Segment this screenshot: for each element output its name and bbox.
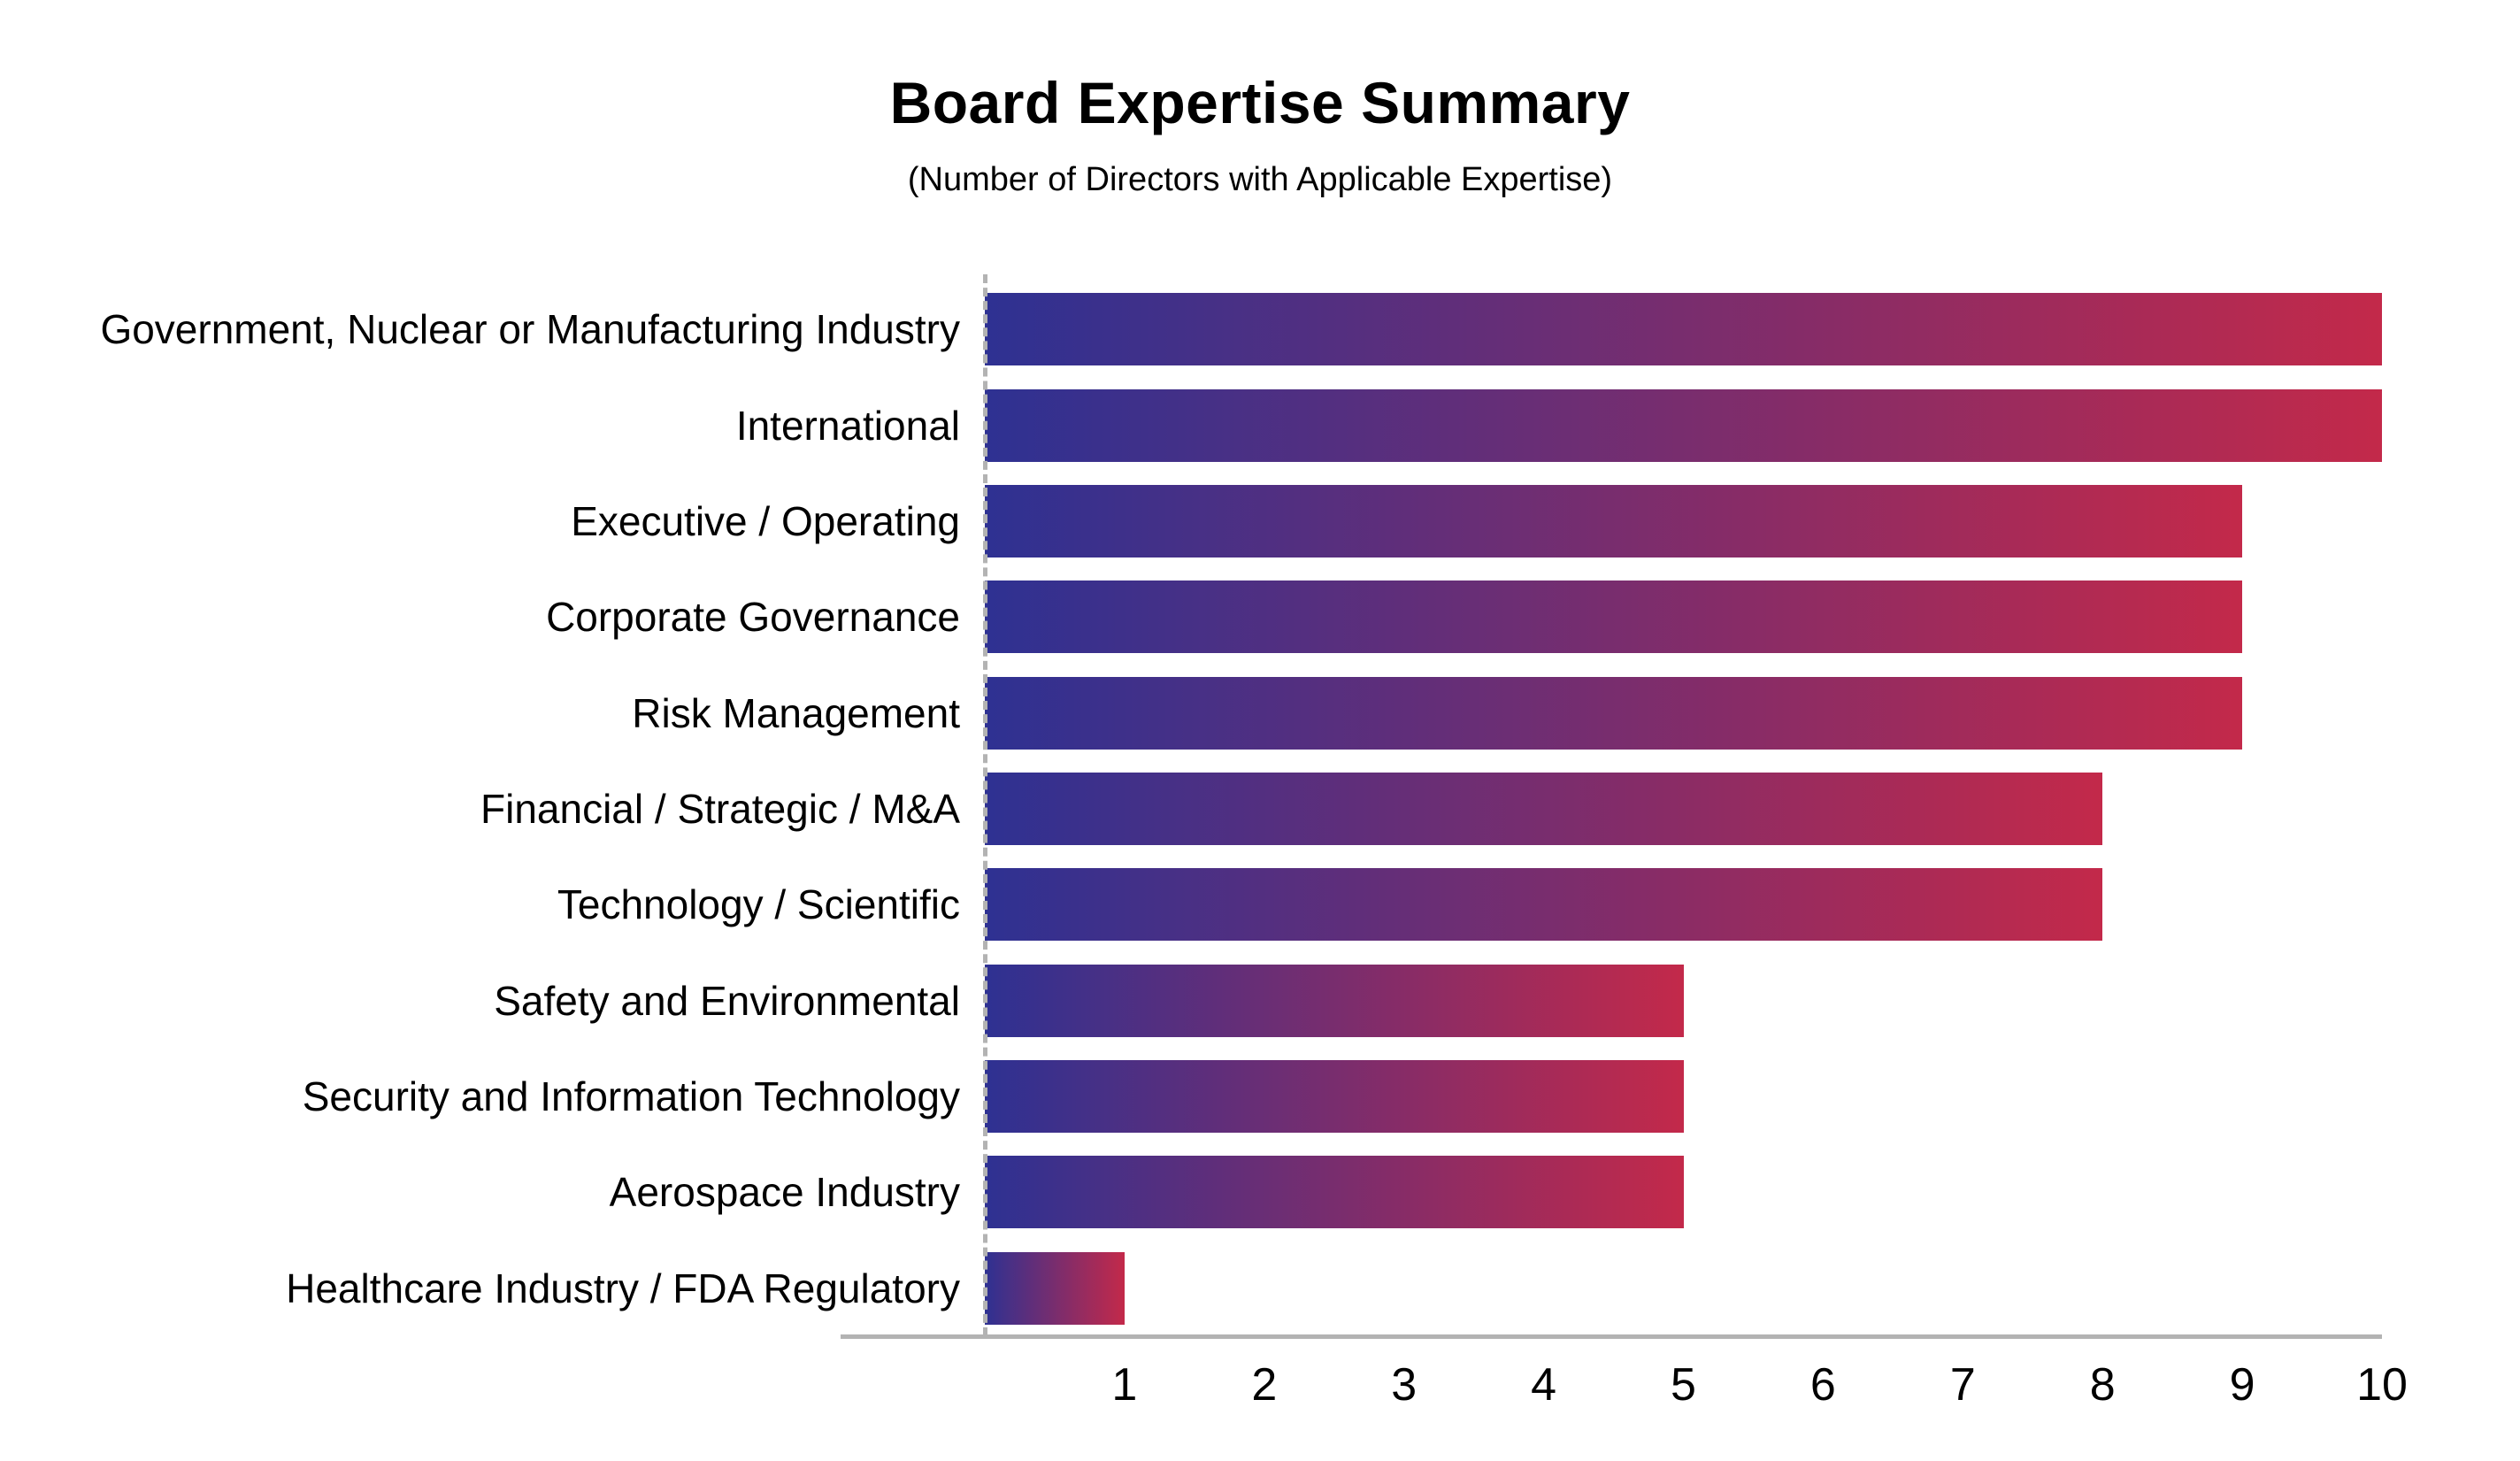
category-label: Safety and Environmental xyxy=(494,977,960,1024)
bar-track xyxy=(985,772,2382,845)
category-label: International xyxy=(735,402,960,449)
x-tick-label: 3 xyxy=(1391,1359,1418,1411)
category-label: Financial / Strategic / M&A xyxy=(480,785,960,832)
bar-track xyxy=(985,388,2382,462)
x-axis-tick-labels: 1 2 3 4 5 6 7 8 9 10 xyxy=(985,1358,2407,1420)
bar-track xyxy=(985,1060,2382,1134)
category-label: Government, Nuclear or Manufacturing Ind… xyxy=(100,306,960,353)
bar xyxy=(985,1251,1125,1325)
bar xyxy=(985,293,2382,366)
bar-row: Corporate Governance xyxy=(0,581,2520,654)
bar xyxy=(985,868,2103,942)
x-tick-label: 6 xyxy=(1809,1359,1836,1411)
bar-row: Risk Management xyxy=(0,676,2520,750)
x-tick-label: 9 xyxy=(2229,1359,2255,1411)
bar xyxy=(985,388,2382,462)
bar-row: Healthcare Industry / FDA Regulatory xyxy=(0,1251,2520,1325)
bar-track xyxy=(985,484,2382,557)
category-label: Risk Management xyxy=(632,689,960,736)
x-tick-label: 2 xyxy=(1251,1359,1278,1411)
chart-title: Board Expertise Summary xyxy=(889,70,1631,135)
category-label: Healthcare Industry / FDA Regulatory xyxy=(286,1265,960,1311)
category-label: Security and Information Technology xyxy=(302,1073,960,1120)
bar-track xyxy=(985,964,2382,1037)
bar xyxy=(985,964,1684,1037)
bar-track xyxy=(985,581,2382,654)
bar-row: Financial / Strategic / M&A xyxy=(0,772,2520,845)
bar-track xyxy=(985,676,2382,750)
bar-row: Aerospace Industry xyxy=(0,1156,2520,1229)
bar-track xyxy=(985,1251,2382,1325)
x-tick-label: 4 xyxy=(1531,1359,1557,1411)
bar xyxy=(985,772,2103,845)
bar-row: Security and Information Technology xyxy=(0,1060,2520,1134)
bar-row: Executive / Operating xyxy=(0,484,2520,557)
bar-track xyxy=(985,1156,2382,1229)
x-tick-label: 1 xyxy=(1111,1359,1138,1411)
category-label: Executive / Operating xyxy=(571,497,960,544)
x-tick-label: 8 xyxy=(2089,1359,2116,1411)
category-label: Corporate Governance xyxy=(546,594,960,641)
bar-row: Technology / Scientific xyxy=(0,868,2520,942)
bar-row: Safety and Environmental xyxy=(0,964,2520,1037)
x-tick-label: 10 xyxy=(2356,1359,2408,1411)
bar xyxy=(985,1156,1684,1229)
bar xyxy=(985,1060,1684,1134)
bar xyxy=(985,581,2243,654)
x-tick-label: 7 xyxy=(1949,1359,1976,1411)
x-tick-label: 5 xyxy=(1671,1359,1696,1411)
category-label: Technology / Scientific xyxy=(557,881,960,928)
bar xyxy=(985,484,2243,557)
category-label: Aerospace Industry xyxy=(609,1169,960,1216)
bar-track xyxy=(985,293,2382,366)
bar-track xyxy=(985,868,2382,942)
zero-baseline-dashed-line xyxy=(983,274,987,1336)
x-axis-line xyxy=(841,1334,2382,1339)
bar-rows: Government, Nuclear or Manufacturing Ind… xyxy=(0,281,2520,1336)
bar-row: International xyxy=(0,388,2520,462)
bar xyxy=(985,676,2243,750)
chart-subtitle: (Number of Directors with Applicable Exp… xyxy=(907,161,1613,198)
bar-row: Government, Nuclear or Manufacturing Ind… xyxy=(0,293,2520,366)
